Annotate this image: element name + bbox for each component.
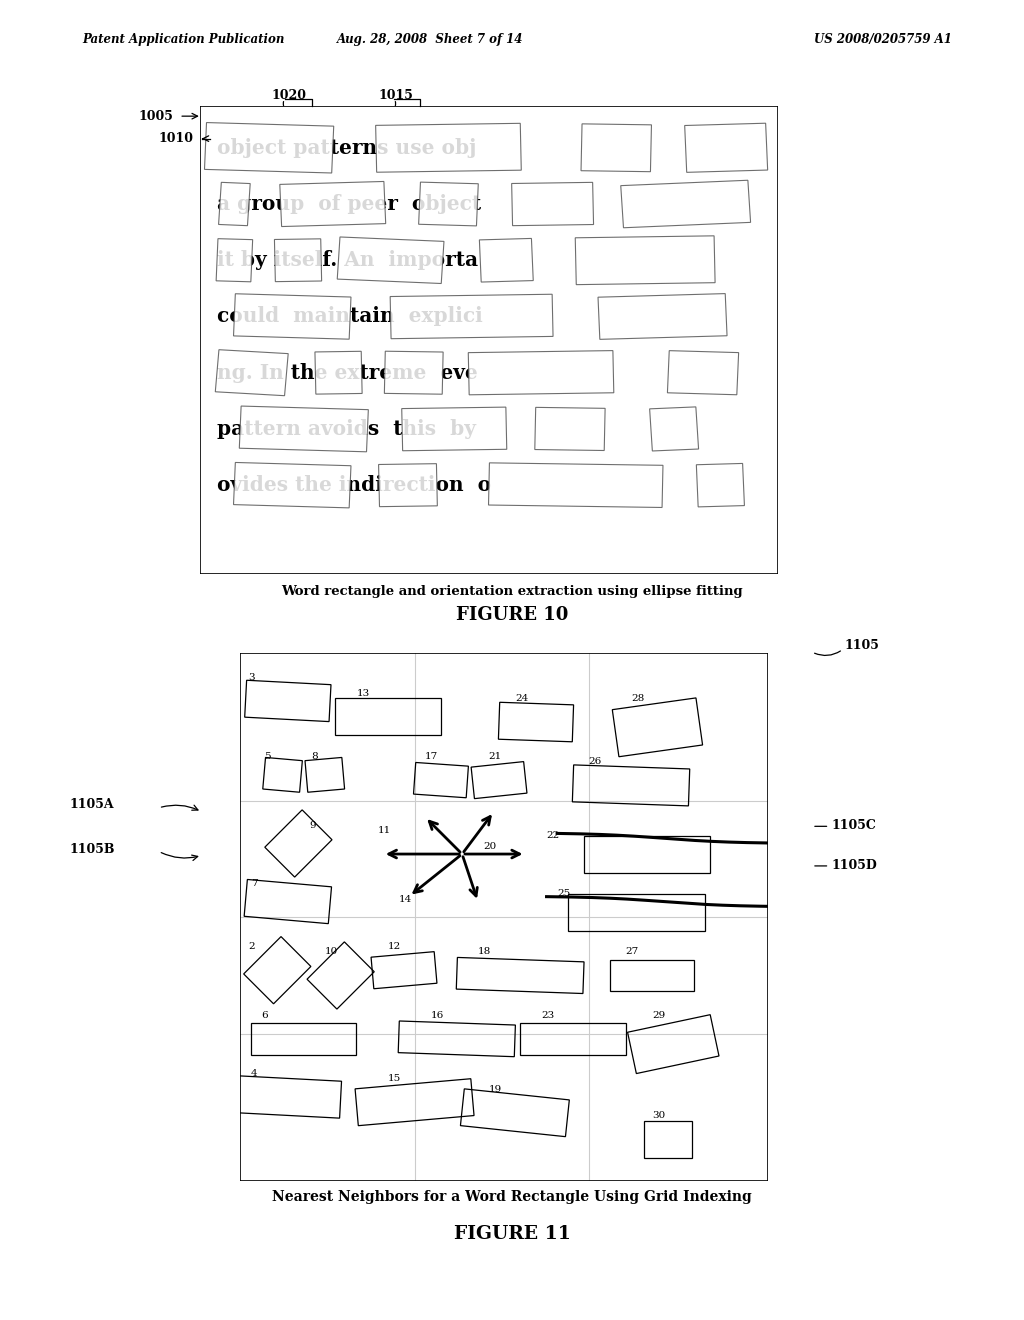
Text: 15: 15 [388,1074,401,1084]
Text: 1020: 1020 [271,88,306,102]
Text: 27: 27 [626,948,639,957]
Text: 1105: 1105 [845,639,880,652]
Polygon shape [216,239,253,281]
Polygon shape [468,351,613,395]
Polygon shape [218,182,250,226]
Polygon shape [205,123,334,173]
Text: 14: 14 [398,895,412,904]
Text: ovides the indirection  o: ovides the indirection o [217,475,492,495]
Polygon shape [337,238,444,284]
Text: 17: 17 [425,752,438,762]
Text: object patterns use obj: object patterns use obj [217,137,476,158]
Polygon shape [598,293,727,339]
Polygon shape [390,294,553,339]
Polygon shape [215,350,288,396]
Text: Nearest Neighbors for a Word Rectangle Using Grid Indexing: Nearest Neighbors for a Word Rectangle U… [272,1191,752,1204]
Text: 3: 3 [248,673,255,682]
Polygon shape [280,181,386,227]
Text: 8: 8 [311,752,318,762]
Text: 1105B: 1105B [70,842,115,855]
Polygon shape [401,407,507,450]
Text: 1105D: 1105D [831,858,878,871]
Text: 9: 9 [309,821,315,830]
Polygon shape [379,463,437,507]
Text: Patent Application Publication: Patent Application Publication [82,33,285,46]
Polygon shape [376,123,521,172]
Text: could  maintain  explici: could maintain explici [217,306,482,326]
Text: US 2008/0205759 A1: US 2008/0205759 A1 [814,33,952,46]
Polygon shape [233,462,351,508]
Text: 1015: 1015 [379,88,414,102]
Polygon shape [240,407,369,451]
Text: 11: 11 [378,826,391,836]
Polygon shape [384,351,443,395]
Text: 25: 25 [557,890,570,899]
Polygon shape [581,124,651,172]
Text: 16: 16 [430,1011,443,1020]
Polygon shape [685,123,768,173]
Text: Aug. 28, 2008  Sheet 7 of 14: Aug. 28, 2008 Sheet 7 of 14 [337,33,523,46]
Text: ng. In the extreme  eve: ng. In the extreme eve [217,363,478,383]
Text: a group  of peer  object: a group of peer object [217,194,481,214]
Text: 1005: 1005 [138,110,173,123]
Text: 30: 30 [652,1111,666,1121]
Text: 1105A: 1105A [70,797,115,810]
Polygon shape [575,236,715,285]
Polygon shape [649,407,698,451]
Text: 29: 29 [652,1011,666,1020]
Polygon shape [621,181,751,228]
Text: 13: 13 [356,689,370,698]
Polygon shape [668,351,738,395]
Polygon shape [233,294,351,339]
Text: 23: 23 [542,1011,555,1020]
Text: FIGURE 10: FIGURE 10 [456,606,568,624]
Text: 20: 20 [483,842,497,851]
Text: 1010: 1010 [159,132,194,145]
Polygon shape [315,351,362,395]
Polygon shape [488,463,663,507]
Text: Word rectangle and orientation extraction using ellipse fitting: Word rectangle and orientation extractio… [282,585,742,598]
Text: 1105C: 1105C [831,818,877,832]
Text: 12: 12 [388,942,401,952]
Text: 19: 19 [488,1085,502,1094]
Text: 21: 21 [488,752,502,762]
Text: 10: 10 [325,948,338,957]
Polygon shape [274,239,322,281]
Text: pattern avoids  this  by: pattern avoids this by [217,418,476,440]
Text: 2: 2 [248,942,255,952]
Text: 28: 28 [631,694,644,704]
Polygon shape [696,463,744,507]
Text: 26: 26 [589,758,602,767]
Text: FIGURE 11: FIGURE 11 [454,1225,570,1243]
Text: 18: 18 [478,948,492,957]
Text: 24: 24 [515,694,528,704]
Text: 4: 4 [251,1069,257,1078]
Text: 6: 6 [261,1011,268,1020]
Text: 7: 7 [251,879,257,888]
Text: it by itself. An  importa: it by itself. An importa [217,251,478,271]
Polygon shape [512,182,594,226]
Text: 22: 22 [547,832,560,841]
Text: 5: 5 [264,752,270,762]
Polygon shape [479,239,534,282]
Polygon shape [535,408,605,450]
Polygon shape [419,182,478,226]
